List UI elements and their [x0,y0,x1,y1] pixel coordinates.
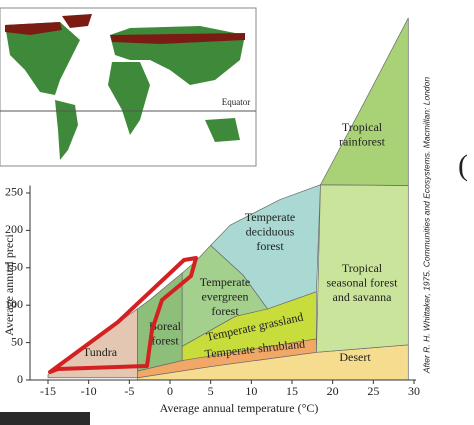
region-label: Boreal [149,319,182,333]
hand-outline [48,256,198,374]
region-label: forest [211,304,239,318]
region-label: Tundra [83,345,118,359]
y-tick-label: 250 [5,185,23,199]
x-tick-label: -15 [40,384,56,398]
x-tick-label: 10 [245,384,257,398]
x-tick-label: 0 [167,384,173,398]
region-label: Temperate [200,275,250,289]
x-tick-label: 20 [327,384,339,398]
y-tick-label: 0 [17,372,23,386]
region-label: Temperate [245,210,295,224]
region-label: seasonal forest [327,275,399,289]
x-tick-label: -5 [124,384,134,398]
x-tick-label: -10 [81,384,97,398]
y-tick-label: 100 [5,297,23,311]
x-axis-label: Average annual temperature (°C) [160,401,319,415]
region-label: forest [256,239,284,253]
edge-glyph: ( [458,149,468,182]
region-label: forest [151,333,179,347]
y-tick-label: 50 [11,334,23,348]
y-tick-label: 200 [5,222,23,236]
biome-region [210,184,321,310]
y-tick-label: 150 [5,260,23,274]
credit: After R. H. Whittaker, 1975. Communities… [421,77,431,374]
world-map: Equator [0,7,257,167]
region-label: Tropical [342,261,383,275]
x-tick-label: 25 [367,384,379,398]
region-label: deciduous [246,224,295,238]
region-label: Tropical [342,120,383,134]
region-label: Desert [339,350,371,364]
dark-tab [0,412,90,425]
y-axis-label: Average annual preci [2,233,16,335]
region-label: evergreen [201,289,248,303]
biome-region [319,17,409,186]
x-tick-label: 30 [408,384,420,398]
x-tick-label: 5 [208,384,214,398]
equator-label: Equator [222,97,251,107]
x-tick-label: 15 [286,384,298,398]
region-label: and savanna [333,290,393,304]
region-label: rainforest [339,134,386,148]
